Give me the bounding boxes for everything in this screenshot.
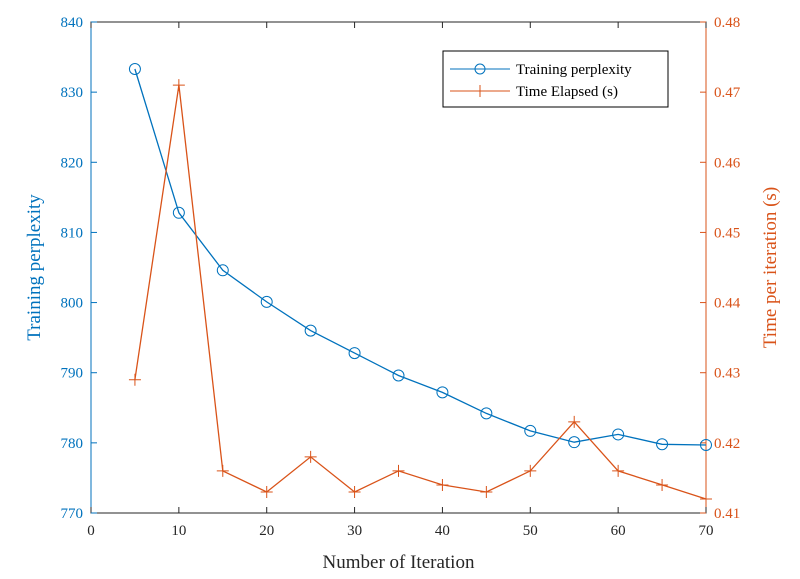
left-y-tick-label: 830 bbox=[61, 85, 84, 101]
left-y-tick-label: 820 bbox=[61, 155, 84, 171]
data-point-plus bbox=[612, 464, 625, 477]
right-y-axis-title: Time per iteration (s) bbox=[760, 187, 781, 348]
left-y-tick-label: 840 bbox=[61, 15, 84, 31]
legend-box bbox=[442, 50, 669, 108]
left-y-tick-label: 810 bbox=[61, 225, 84, 241]
data-point-circle bbox=[700, 438, 712, 451]
right-y-tick-label: 0.43 bbox=[714, 366, 740, 382]
right-y-tick-label: 0.41 bbox=[714, 506, 740, 522]
data-point-plus bbox=[392, 464, 405, 477]
series-1 bbox=[128, 79, 712, 505]
data-point-circle bbox=[260, 295, 273, 308]
data-point-circle bbox=[216, 264, 229, 277]
right-y-tick-label: 0.46 bbox=[714, 155, 741, 171]
data-point-plus bbox=[656, 478, 669, 491]
data-point-plus bbox=[304, 450, 317, 463]
plot-area bbox=[90, 21, 707, 514]
series-0 bbox=[128, 62, 712, 451]
right-y-tick-label: 0.48 bbox=[714, 15, 740, 31]
right-y-tick-label: 0.47 bbox=[714, 85, 741, 101]
data-point-circle bbox=[348, 347, 361, 360]
data-point-circle bbox=[568, 436, 581, 449]
data-point-plus bbox=[436, 478, 449, 491]
legend-label-time-elapsed: Time Elapsed (s) bbox=[516, 84, 618, 100]
data-point-plus bbox=[128, 373, 141, 386]
x-tick-label: 70 bbox=[699, 523, 714, 539]
x-tick-label: 20 bbox=[259, 523, 274, 539]
data-point-circle bbox=[172, 206, 185, 219]
x-tick-label: 40 bbox=[435, 523, 450, 539]
left-y-tick-label: 790 bbox=[61, 366, 84, 382]
left-y-axis-ticks: 770 780 790 800 810 820 830 840 bbox=[61, 15, 97, 522]
left-y-tick-label: 780 bbox=[61, 436, 84, 452]
left-y-tick-label: 770 bbox=[61, 506, 84, 522]
data-point-plus bbox=[480, 485, 493, 498]
series-line bbox=[134, 68, 707, 446]
x-tick-label: 10 bbox=[171, 523, 186, 539]
data-point-circle bbox=[304, 324, 317, 337]
data-point-plus bbox=[524, 464, 537, 477]
data-point-plus bbox=[216, 464, 229, 477]
series-layer bbox=[128, 62, 712, 505]
right-y-tick-label: 0.45 bbox=[714, 225, 740, 241]
data-point-plus bbox=[700, 492, 712, 505]
legend-entry-time-elapsed: Time Elapsed (s) bbox=[450, 84, 618, 100]
data-point-plus bbox=[172, 79, 185, 92]
legend: Training perplexity Time Elapsed (s) bbox=[442, 50, 669, 108]
x-tick-label: 30 bbox=[347, 523, 362, 539]
x-axis-title: Number of Iteration bbox=[323, 552, 475, 573]
legend-label-training-perplexity: Training perplexity bbox=[516, 62, 632, 78]
legend-entry-training-perplexity: Training perplexity bbox=[450, 62, 632, 78]
data-point-circle bbox=[392, 369, 405, 382]
data-point-circle bbox=[436, 386, 449, 399]
legend-marker-plus bbox=[474, 85, 486, 97]
left-y-axis-title: Training perplexity bbox=[24, 194, 45, 341]
x-tick-label: 50 bbox=[523, 523, 538, 539]
right-y-tick-label: 0.44 bbox=[714, 296, 741, 312]
left-y-tick-label: 800 bbox=[61, 296, 84, 312]
data-point-plus bbox=[348, 485, 361, 498]
right-y-tick-label: 0.42 bbox=[714, 436, 740, 452]
data-point-circle bbox=[480, 407, 493, 420]
x-axis-ticks: 0 10 20 30 40 50 60 70 bbox=[87, 22, 714, 539]
series-line bbox=[134, 85, 707, 500]
x-tick-label: 0 bbox=[87, 523, 95, 539]
data-point-plus bbox=[568, 415, 581, 428]
data-point-circle bbox=[128, 62, 141, 75]
legend-marker-circle bbox=[474, 63, 486, 75]
data-point-circle bbox=[612, 428, 625, 441]
data-point-circle bbox=[656, 438, 669, 451]
right-y-axis-ticks: 0.41 0.42 0.43 0.44 0.45 0.46 0.47 0.48 bbox=[700, 15, 741, 522]
x-tick-label: 60 bbox=[611, 523, 626, 539]
data-point-plus bbox=[260, 485, 273, 498]
data-point-circle bbox=[524, 424, 537, 437]
